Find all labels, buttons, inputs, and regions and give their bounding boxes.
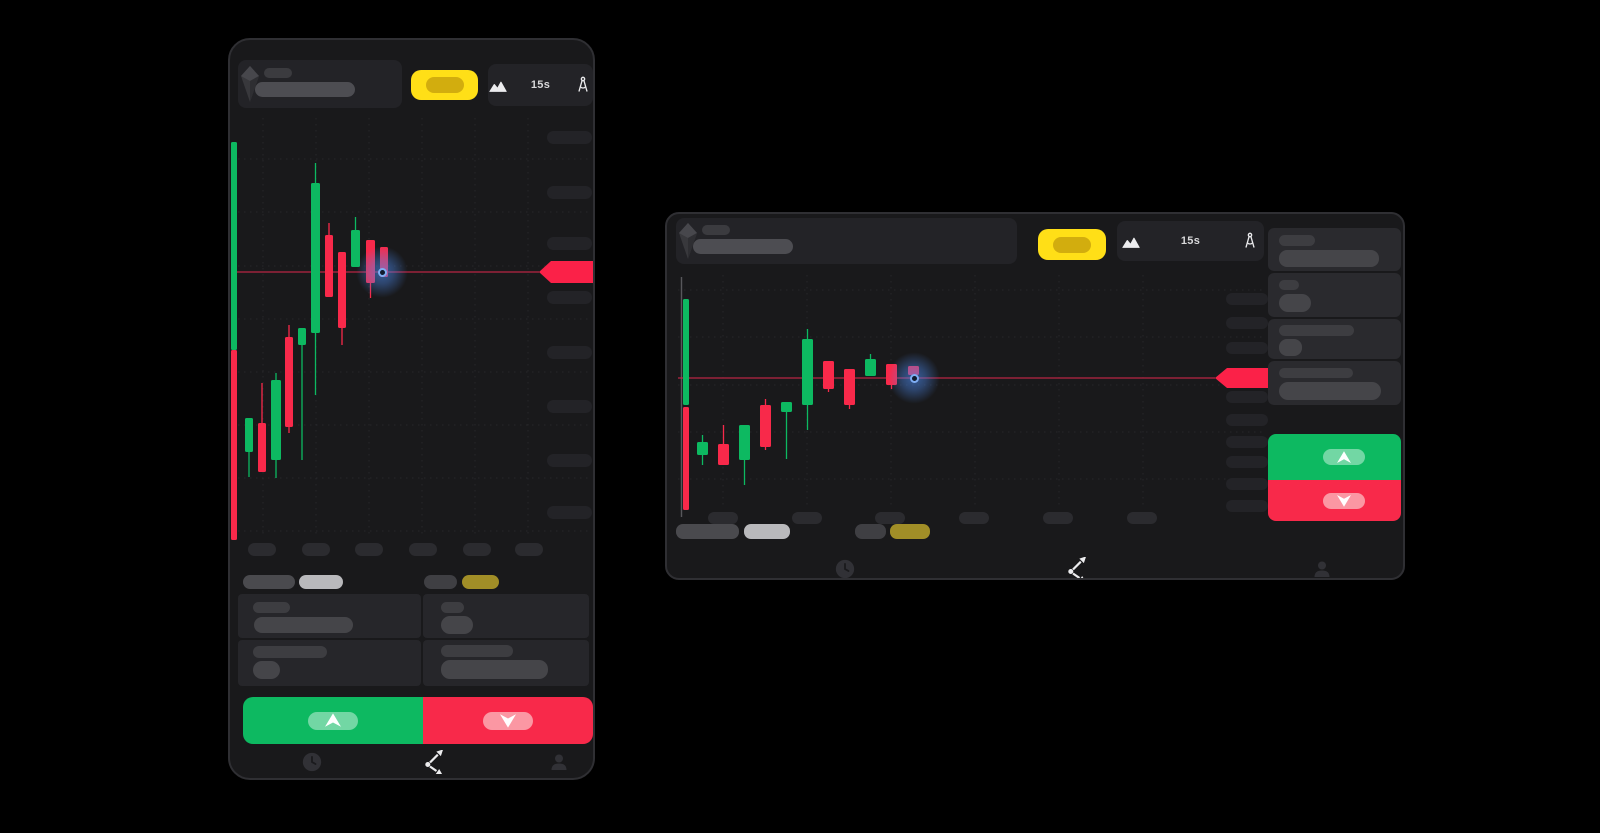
trade-info-panel	[1268, 214, 1401, 414]
trade-info-cell	[1268, 319, 1401, 359]
indicator-chip[interactable]	[424, 575, 457, 589]
history-nav-button[interactable]	[300, 750, 324, 774]
timeframe-label: 15s	[1180, 235, 1201, 247]
placeholder-pill	[255, 82, 355, 97]
placeholder-pill	[253, 602, 290, 613]
arrow-up-icon	[1336, 450, 1351, 463]
chart-area[interactable]	[230, 110, 593, 562]
deposit-label-placeholder	[1053, 236, 1091, 253]
drafting-compass-icon	[1245, 232, 1255, 248]
placeholder-pill	[1279, 250, 1379, 267]
placeholder-pill	[253, 646, 327, 658]
area-chart-icon	[489, 81, 507, 92]
phone-landscape-mockup: 15s	[665, 212, 1405, 580]
drafting-compass-icon	[578, 76, 588, 92]
candlesticks	[683, 299, 919, 510]
asset-selector[interactable]	[676, 218, 1017, 264]
placeholder-pill	[441, 660, 548, 679]
chart-grid	[678, 275, 1264, 505]
current-price-marker	[888, 352, 940, 404]
asset-selector[interactable]	[238, 60, 402, 108]
placeholder-pill	[1279, 280, 1299, 290]
candlestick-chart[interactable]	[230, 110, 593, 562]
time-axis-placeholders	[248, 543, 543, 556]
placeholder-pill	[1279, 382, 1381, 400]
diverging-arrows-icon	[1068, 557, 1087, 578]
deposit-button[interactable]	[411, 70, 478, 100]
person-icon	[551, 754, 567, 770]
placeholder-pill	[441, 602, 464, 613]
candlesticks	[231, 142, 388, 540]
price-tag	[1215, 368, 1268, 388]
placeholder-pill	[264, 68, 292, 78]
placeholder-pill	[253, 661, 280, 679]
trade-info-cell	[238, 640, 421, 686]
chart-controls: 15s	[1117, 221, 1264, 261]
trade-info-cell	[423, 640, 589, 686]
price-dot	[377, 267, 387, 277]
time-axis-placeholders	[708, 512, 1157, 524]
timeframe-label: 15s	[530, 79, 551, 91]
profile-nav-button[interactable]	[547, 750, 571, 774]
placeholder-pill	[441, 616, 473, 634]
placeholder-pill	[702, 225, 730, 235]
profile-nav-button[interactable]	[1310, 557, 1334, 578]
legend-chip[interactable]	[676, 524, 739, 539]
chart-area[interactable]	[676, 267, 1268, 527]
arrow-down-icon	[1336, 495, 1351, 507]
legend-chip-active[interactable]	[299, 575, 343, 589]
placeholder-pill	[1279, 325, 1354, 336]
indicator-chip[interactable]	[855, 524, 886, 539]
legend-chip-active[interactable]	[744, 524, 790, 539]
sell-down-button[interactable]	[423, 697, 593, 744]
arrow-down-icon	[500, 714, 516, 728]
candlestick-chart[interactable]	[676, 267, 1268, 527]
placeholder-pill	[693, 239, 793, 254]
price-axis-placeholders	[547, 131, 592, 519]
price-dot	[909, 373, 919, 383]
placeholder-pill	[1279, 339, 1302, 356]
phone-portrait-mockup: 15s	[228, 38, 595, 780]
price-tag	[539, 261, 593, 283]
deposit-label-placeholder	[425, 77, 464, 93]
placeholder-pill	[254, 617, 353, 633]
clock-icon	[835, 559, 855, 578]
person-icon	[1314, 561, 1330, 577]
app-logo-icon	[241, 66, 259, 102]
trade-info-cell	[423, 594, 589, 638]
trades-nav-button[interactable]	[423, 750, 447, 774]
app-logo-icon	[679, 223, 697, 259]
buy-up-button[interactable]	[1268, 434, 1401, 480]
indicator-chip-active[interactable]	[462, 575, 499, 589]
current-price-marker	[356, 246, 408, 298]
trade-info-panel	[238, 594, 589, 686]
placeholder-pill	[1279, 368, 1353, 378]
price-axis-placeholders	[1226, 293, 1268, 512]
placeholder-pill	[1279, 294, 1311, 312]
history-nav-button[interactable]	[833, 557, 857, 578]
deposit-button[interactable]	[1038, 229, 1106, 260]
clock-icon	[302, 752, 322, 772]
placeholder-pill	[441, 645, 513, 657]
trades-nav-button[interactable]	[1066, 557, 1090, 578]
diverging-arrows-icon	[425, 750, 444, 774]
chart-controls: 15s	[488, 64, 593, 106]
indicator-chip-active[interactable]	[890, 524, 930, 539]
arrow-up-icon	[325, 713, 341, 727]
trade-info-cell	[1268, 361, 1401, 405]
area-chart-icon	[1122, 237, 1140, 248]
chart-grid	[232, 118, 588, 534]
sell-down-button[interactable]	[1268, 480, 1401, 521]
buy-up-button[interactable]	[243, 697, 423, 744]
trade-info-cell	[1268, 228, 1401, 271]
trade-info-cell	[1268, 273, 1401, 317]
placeholder-pill	[1279, 235, 1315, 246]
trade-info-cell	[238, 594, 421, 638]
legend-chip[interactable]	[243, 575, 295, 589]
